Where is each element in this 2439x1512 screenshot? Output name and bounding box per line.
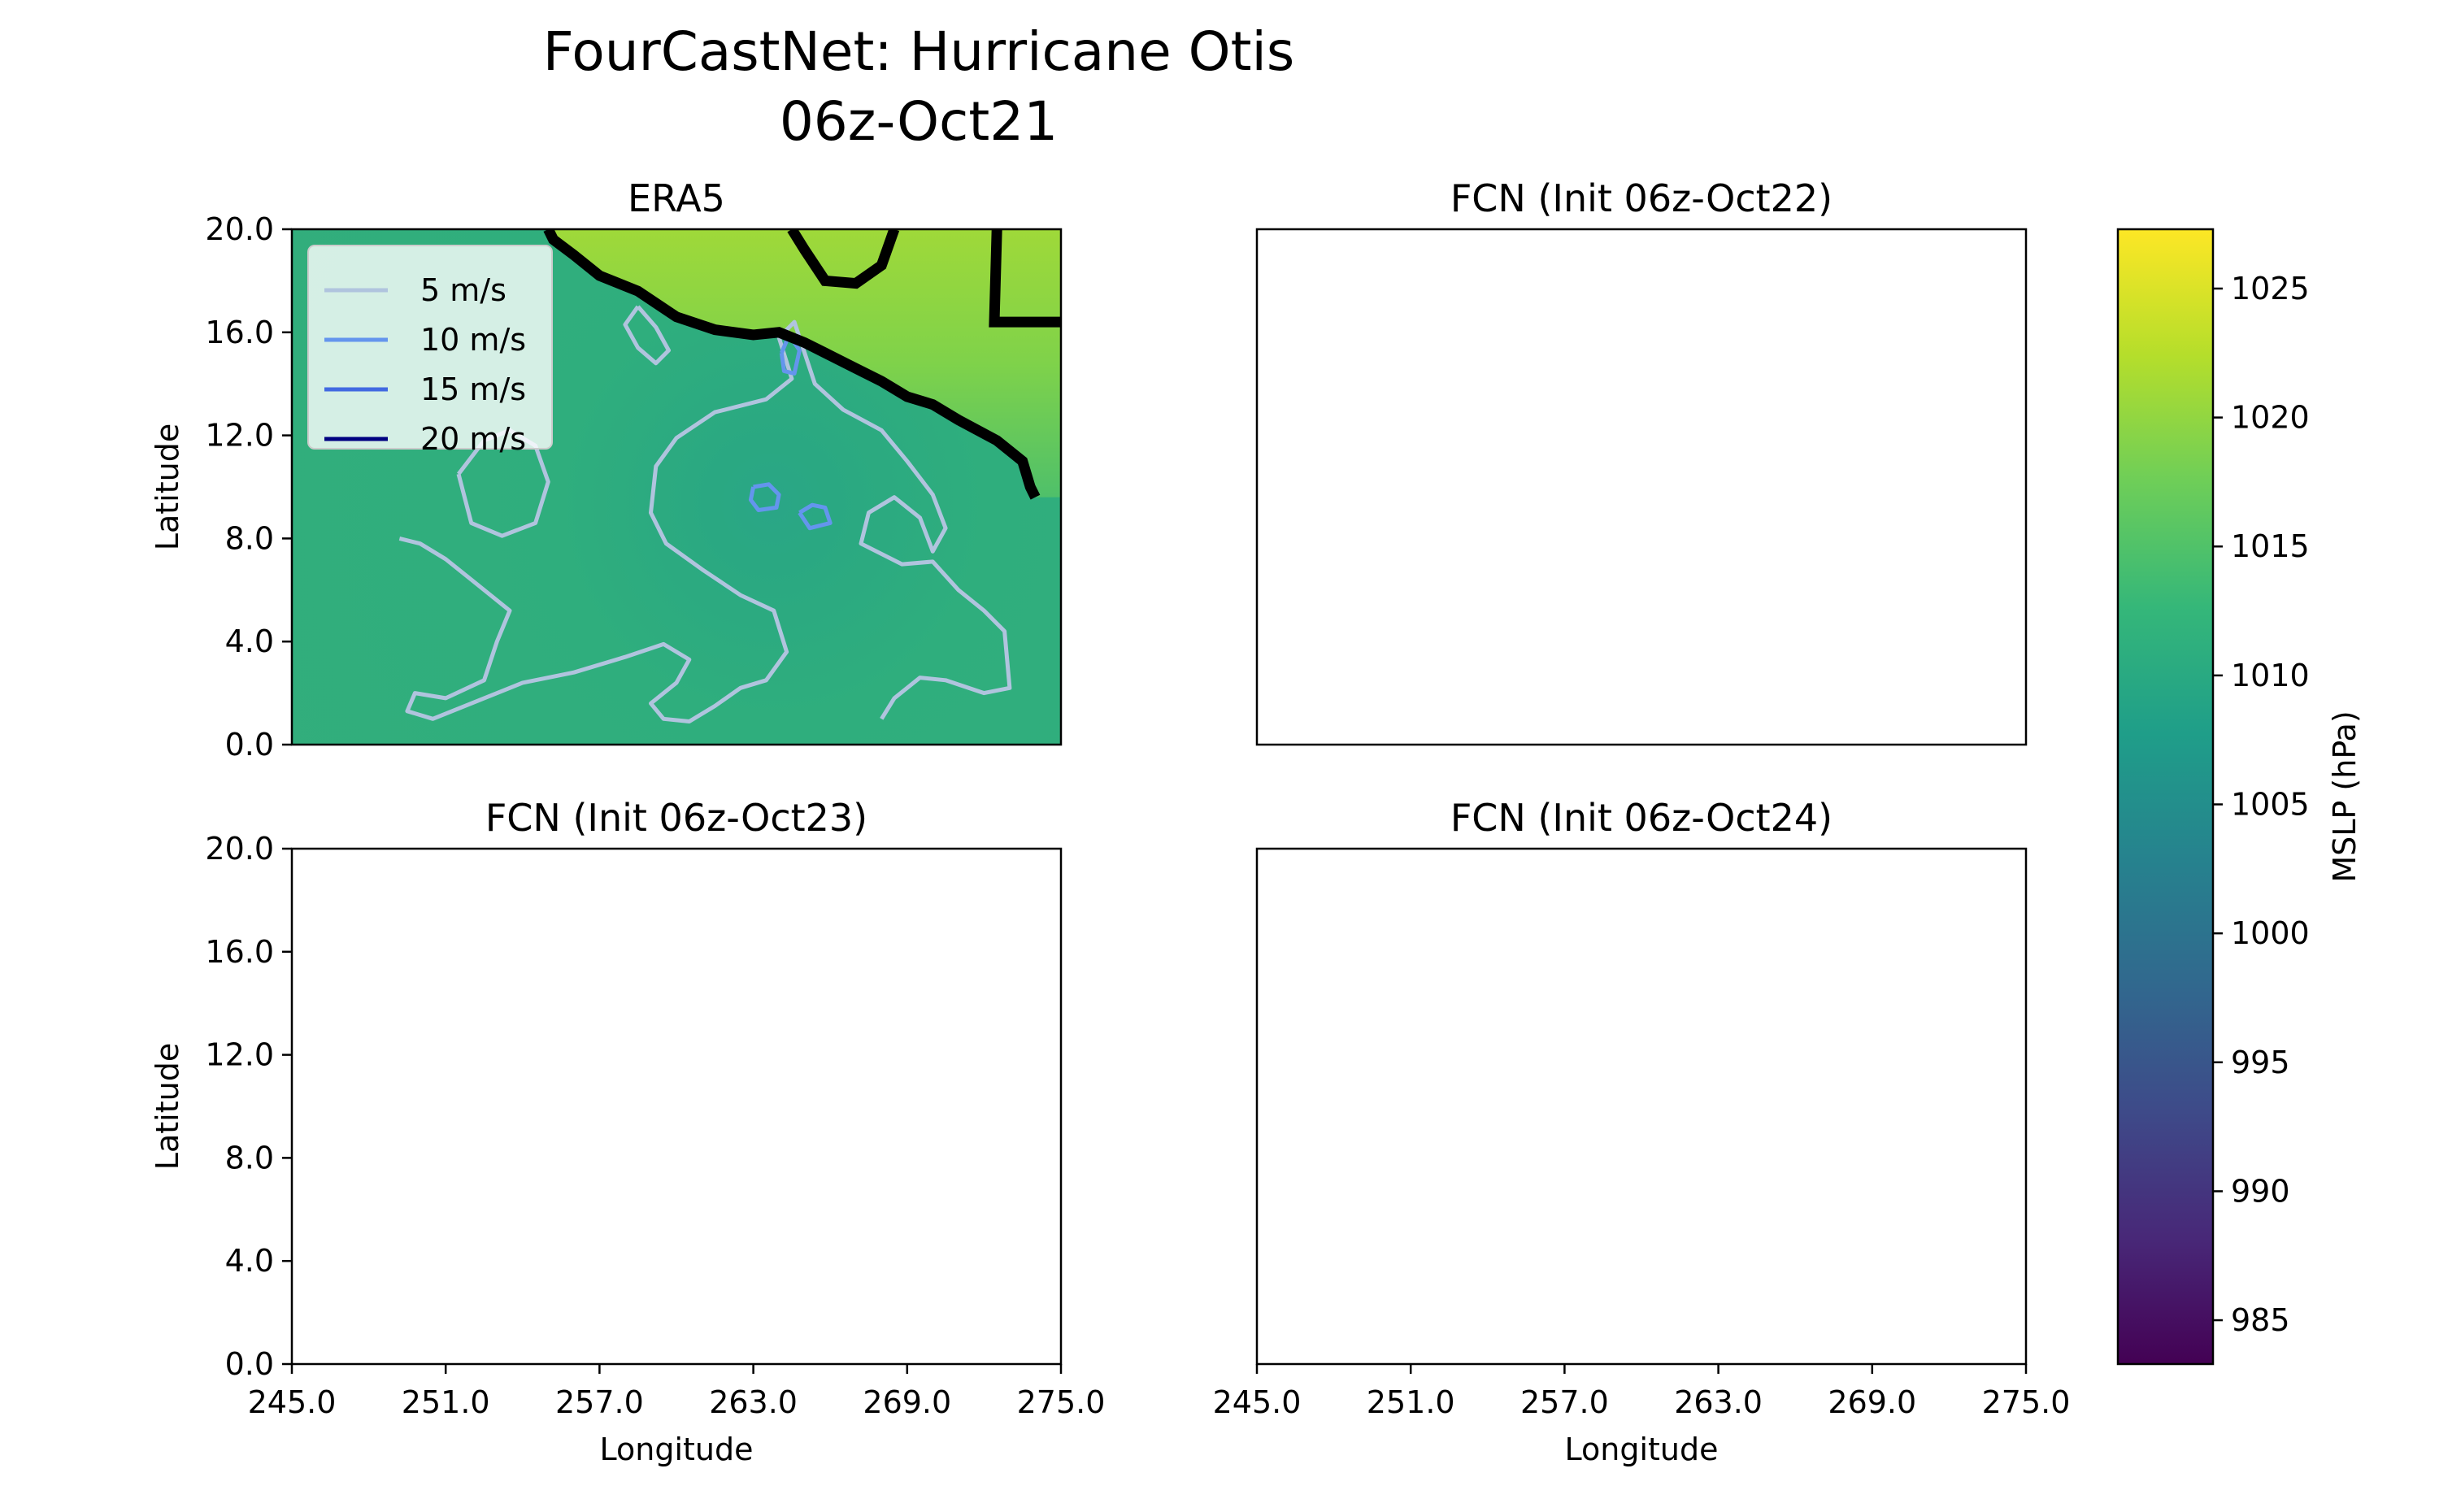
panel-fcn-oct23: FCN (Init 06z-Oct23) 0.0 4.0 8.0 12.0 16.0 20.…: [150, 796, 1105, 1467]
x-tick-label: 269.0: [1828, 1384, 1916, 1420]
colorbar-tick-label: 1020: [2231, 400, 2310, 436]
axes-frame: [290, 847, 1063, 1366]
y-tick-label: 8.0: [225, 1140, 274, 1175]
x-tick-label: 245.0: [248, 1384, 337, 1420]
x-tick-label: 257.0: [1520, 1384, 1609, 1420]
colorbar-tick-label: 1005: [2231, 787, 2310, 823]
x-tick-label: 263.0: [709, 1384, 798, 1420]
x-tick-label: 245.0: [1213, 1384, 1302, 1420]
x-tick-label: 251.0: [1367, 1384, 1455, 1420]
y-tick-label: 12.0: [205, 418, 274, 454]
y-tick-label: 0.0: [225, 1346, 274, 1382]
colorbar-tick-label: 1025: [2231, 271, 2310, 306]
wind-contour: [748, 482, 781, 512]
x-tick-label: 275.0: [1017, 1384, 1106, 1420]
x-tick-label: 275.0: [1982, 1384, 2071, 1420]
y-tick-label: 16.0: [205, 934, 274, 970]
legend-label: 5 m/s: [420, 272, 506, 308]
colorbar-label: MSLP (hPa): [2327, 710, 2363, 882]
panel-fcn-oct24: FCN (Init 06z-Oct24) 245.0 251.0 257.0 263.0…: [1213, 796, 2071, 1467]
legend: 5 m/s 10 m/s 15 m/s 20 m/s: [307, 245, 553, 457]
y-tick-label: 4.0: [225, 623, 274, 659]
panel-title: FCN (Init 06z-Oct23): [485, 796, 867, 840]
legend-frame: [307, 245, 553, 450]
panel-era5: 5 m/s 10 m/s 15 m/s 20 m/s ERA5 0.0 4.0 8.0 12.0…: [150, 176, 1063, 763]
x-tick-label: 269.0: [863, 1384, 951, 1420]
panel-title: FCN (Init 06z-Oct22): [1450, 176, 1833, 220]
x-tick-label: 251.0: [402, 1384, 490, 1420]
land-mslp: [548, 229, 1061, 497]
colorbar-tick-label: 985: [2231, 1302, 2290, 1338]
colorbar-tick-label: 1015: [2231, 528, 2310, 564]
wind-contour: [623, 305, 671, 366]
legend-label: 15 m/s: [420, 371, 526, 407]
y-tick-label: 16.0: [205, 315, 274, 350]
y-axis-label: Latitude: [150, 1043, 185, 1170]
colorbar-tick-label: 995: [2231, 1045, 2290, 1080]
axes-frame: [1255, 847, 2028, 1366]
coastline: [787, 229, 900, 289]
y-tick-label: 12.0: [205, 1037, 274, 1073]
coastline: [989, 229, 1061, 328]
colorbar-tick-label: 990: [2231, 1173, 2290, 1209]
panel-fcn-oct22: FCN (Init 06z-Oct22): [1255, 176, 2028, 746]
colorbar-tick-label: 1010: [2231, 658, 2310, 693]
y-tick-label: 4.0: [225, 1243, 274, 1279]
x-tick-label: 257.0: [555, 1384, 644, 1420]
colorbar-tick-label: 1000: [2231, 915, 2310, 951]
x-axis-label: Longitude: [1565, 1432, 1719, 1467]
x-axis-label: Longitude: [600, 1432, 754, 1467]
y-axis-label: Latitude: [150, 424, 185, 550]
coastline: [543, 229, 1041, 500]
y-tick-label: 20.0: [205, 211, 274, 247]
axes-frame: [1255, 228, 2028, 746]
wind-contour: [798, 502, 833, 531]
axes-frame: [290, 228, 1063, 746]
y-tick-label: 20.0: [205, 831, 274, 867]
legend-label: 20 m/s: [420, 421, 526, 457]
y-tick-label: 8.0: [225, 520, 274, 556]
mslp-field: [292, 229, 1061, 745]
figure-title-line1: FourCastNet: Hurricane Otis: [543, 20, 1294, 83]
wind-contour: [398, 319, 1012, 723]
figure-title-line2: 06z-Oct21: [780, 90, 1058, 153]
panel-title: ERA5: [628, 176, 725, 220]
y-tick-label: 0.0: [225, 727, 274, 763]
legend-label: 10 m/s: [420, 322, 526, 358]
panel-title: FCN (Init 06z-Oct24): [1450, 796, 1833, 840]
colorbar: 985 990 995 1000 1005 1010 1015 1020 1025 MSLP (h…: [2116, 228, 2363, 1366]
x-tick-label: 263.0: [1674, 1384, 1763, 1420]
colorbar-gradient: [2116, 228, 2215, 1366]
